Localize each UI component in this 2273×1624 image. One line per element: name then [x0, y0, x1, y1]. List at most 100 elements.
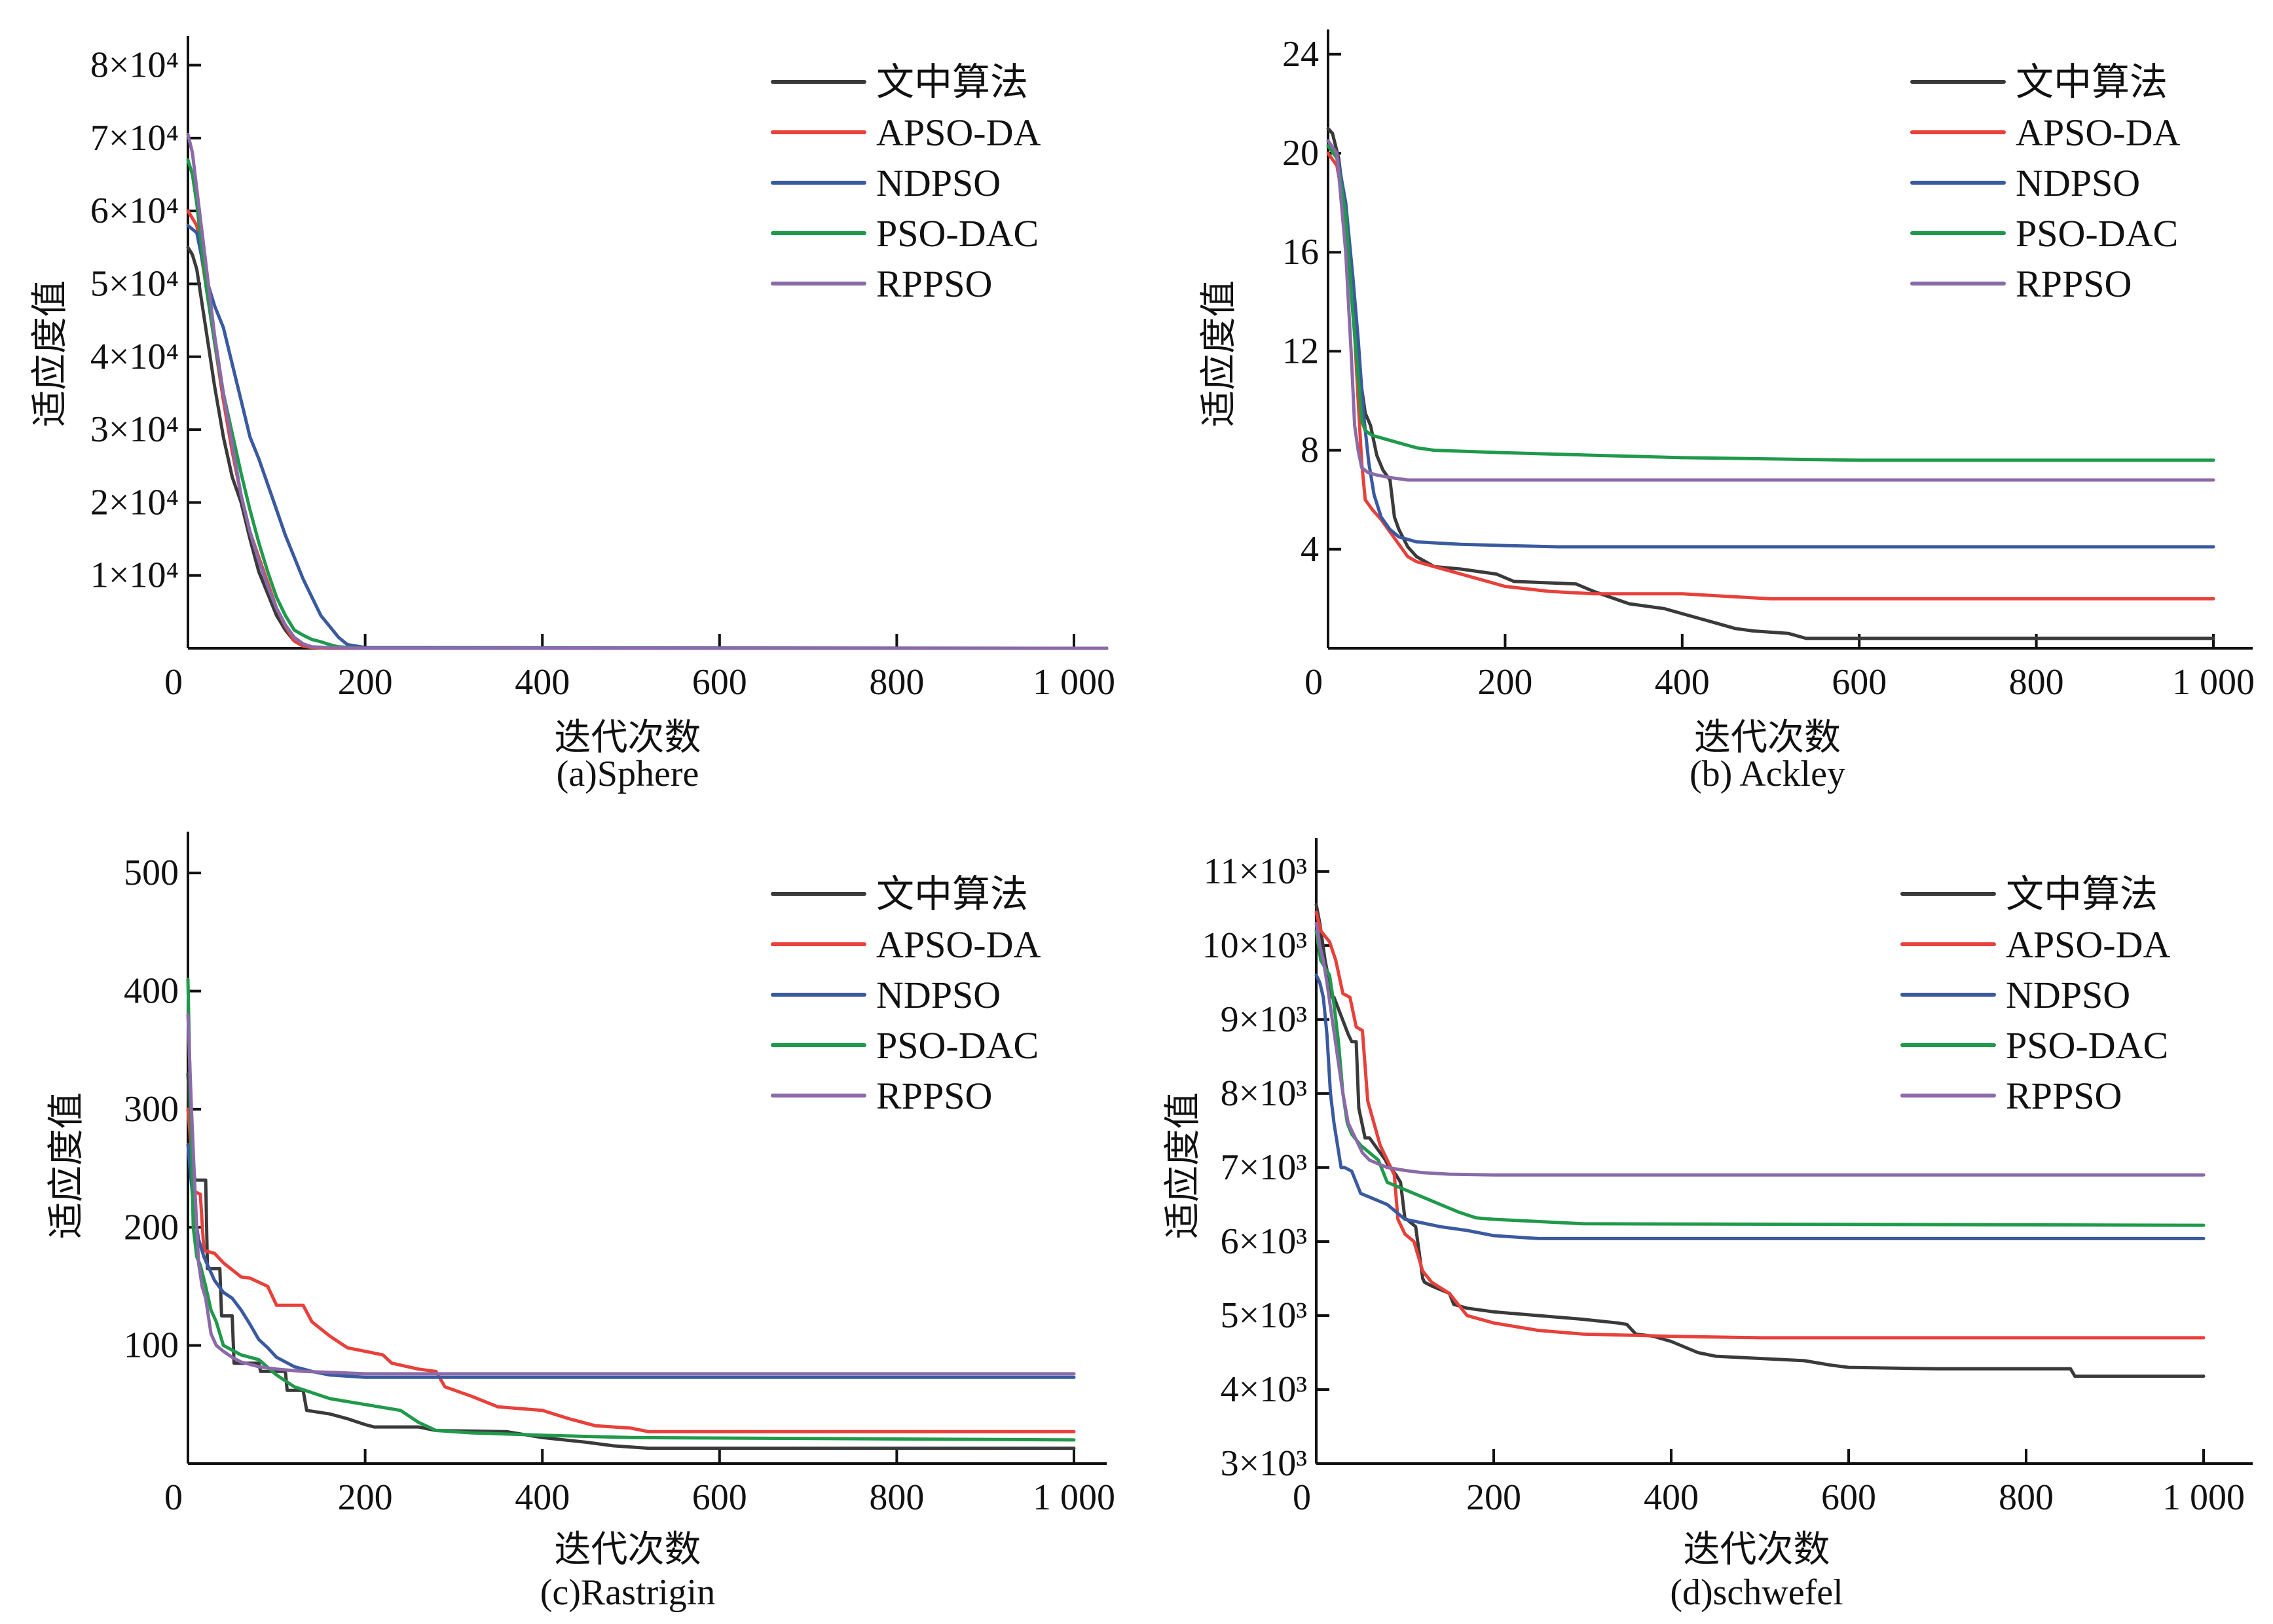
- legend: 文中算法 APSO-DA NDPSO PSO-DAC RPPSO: [771, 61, 1041, 305]
- panel-caption: (d)schwefel: [1670, 1572, 1843, 1613]
- x-axis-title: 迭代次数: [1694, 716, 1841, 759]
- panel-ackley: 0 200 400 600 800 1 000 4 8 12 16 20 24 文中算法 APSO-DA N…: [1198, 29, 2255, 794]
- y-axis-title: 适应度值: [45, 1092, 88, 1239]
- series-line-: [186, 1072, 1076, 1450]
- y-tick-label: 6×10⁴: [90, 191, 179, 231]
- x-tick-label: 800: [2009, 662, 2064, 703]
- series-line-pso-dac: [1314, 929, 2206, 1227]
- x-tick-label: 0: [164, 662, 183, 703]
- y-tick-label: 500: [124, 853, 179, 893]
- series-line-rppso: [1326, 139, 2215, 482]
- x-axis-title: 迭代次数: [1684, 1528, 1830, 1571]
- legend-label: APSO-DA: [876, 923, 1041, 966]
- series-line-pso-dac: [186, 158, 1109, 650]
- y-tick-label: 9×10³: [1221, 999, 1307, 1040]
- y-tick-label: 100: [124, 1325, 179, 1366]
- series-line-rppso: [186, 1013, 1076, 1376]
- y-tick-label: 1×10⁴: [90, 555, 179, 596]
- x-tick-label: 200: [338, 1477, 393, 1518]
- y-tick-label: 8×10⁴: [90, 45, 179, 86]
- x-tick-label: 400: [1644, 1477, 1699, 1518]
- legend-label: RPPSO: [876, 1075, 992, 1117]
- x-tick-label: 1 000: [2162, 1477, 2245, 1518]
- y-axis-title: 适应度值: [1198, 280, 1240, 427]
- x-tick-label: 800: [869, 1477, 924, 1518]
- series-line-apso-da: [1314, 910, 2206, 1340]
- panel-schwefel: 0 200 400 600 800 1 000 3×10³ 4×10³ 5×10³ 6×10³ 7×…: [1162, 838, 2253, 1613]
- y-tick-label: 10×10³: [1202, 925, 1307, 966]
- series-line-ndpso: [1314, 973, 2206, 1240]
- y-tick-label: 7×10³: [1221, 1147, 1307, 1188]
- x-tick-label: 0: [1304, 662, 1323, 703]
- y-tick-label: 5×10⁴: [90, 263, 179, 304]
- x-tick-label: 1 000: [1033, 1477, 1115, 1518]
- x-tick-label: 1 000: [2172, 662, 2255, 703]
- y-axis-title: 适应度值: [29, 280, 71, 427]
- x-tick-label: 400: [515, 1477, 570, 1518]
- y-tick-label: 3×10³: [1221, 1443, 1307, 1484]
- y-tick-label: 11×10³: [1204, 851, 1307, 892]
- x-tick-label: 0: [164, 1477, 183, 1518]
- legend-label: APSO-DA: [2006, 923, 2170, 966]
- panel-sphere: 0 200 400 600 800 1 000 1×10⁴ 2×10⁴ 3×10⁴ 4×10⁴ 5×…: [29, 36, 1115, 794]
- legend-label: 文中算法: [2006, 873, 2158, 915]
- x-tick-label: 600: [692, 1477, 747, 1518]
- panel-caption: (b) Ackley: [1690, 754, 1845, 794]
- x-tick-label: 400: [515, 662, 570, 703]
- series-line-rppso: [1314, 921, 2206, 1177]
- y-tick-label: 6×10³: [1221, 1221, 1307, 1262]
- x-tick-label: 400: [1655, 662, 1710, 703]
- y-tick-label: 400: [124, 971, 179, 1012]
- legend-label: APSO-DA: [2016, 111, 2180, 154]
- legend-label: 文中算法: [2016, 61, 2168, 103]
- y-tick-label: 4×10⁴: [90, 337, 179, 377]
- x-tick-label: 1 000: [1033, 662, 1115, 703]
- legend: 文中算法 APSO-DA NDPSO PSO-DAC RPPSO: [1900, 873, 2170, 1117]
- legend-label: RPPSO: [2016, 263, 2132, 305]
- series-line-rppso: [186, 132, 1109, 650]
- y-tick-label: 3×10⁴: [90, 409, 179, 450]
- series-line-: [186, 246, 1109, 650]
- y-tick-label: 20: [1282, 133, 1319, 174]
- legend-label: PSO-DAC: [876, 1024, 1039, 1067]
- legend-label: RPPSO: [876, 263, 992, 305]
- y-tick-label: 200: [124, 1207, 179, 1247]
- series-line-pso-dac: [1326, 144, 2215, 462]
- y-tick-label: 4×10³: [1221, 1369, 1307, 1410]
- legend-label: 文中算法: [876, 61, 1028, 103]
- y-tick-label: 16: [1282, 232, 1319, 272]
- y-tick-label: 300: [124, 1089, 179, 1130]
- panel-rastrigin: 0 200 400 600 800 1 000 100 200 300 400 500 文中算法 APS…: [45, 832, 1115, 1613]
- y-axis-title: 适应度值: [1162, 1092, 1204, 1239]
- legend: 文中算法 APSO-DA NDPSO PSO-DAC RPPSO: [771, 873, 1041, 1117]
- series-line-apso-da: [186, 1107, 1076, 1433]
- series-line-ndpso: [1326, 139, 2215, 549]
- legend-label: NDPSO: [876, 974, 1001, 1016]
- y-tick-label: 24: [1282, 34, 1319, 75]
- legend-label: PSO-DAC: [2006, 1024, 2168, 1067]
- series-line-: [1326, 126, 2215, 640]
- x-tick-label: 600: [1821, 1477, 1876, 1518]
- legend-label: NDPSO: [876, 162, 1001, 204]
- legend-label: APSO-DA: [876, 111, 1041, 154]
- series-line-ndpso: [186, 1143, 1076, 1379]
- panel-caption: (c)Rastrigin: [540, 1572, 715, 1613]
- legend-label: PSO-DAC: [876, 212, 1039, 255]
- x-tick-label: 0: [1293, 1477, 1311, 1518]
- x-tick-label: 800: [1999, 1477, 2054, 1518]
- y-tick-label: 8: [1301, 430, 1319, 471]
- x-tick-label: 600: [692, 662, 747, 703]
- x-axis-title: 迭代次数: [555, 1528, 701, 1571]
- x-tick-label: 600: [1832, 662, 1887, 703]
- x-axis-title: 迭代次数: [555, 716, 701, 759]
- legend-label: NDPSO: [2006, 974, 2130, 1016]
- y-tick-label: 7×10⁴: [90, 118, 179, 158]
- legend-label: PSO-DAC: [2016, 212, 2178, 255]
- y-tick-label: 2×10⁴: [90, 482, 179, 523]
- x-tick-label: 800: [869, 662, 924, 703]
- panel-caption: (a)Sphere: [557, 754, 699, 794]
- x-tick-label: 200: [1466, 1477, 1521, 1518]
- legend-label: NDPSO: [2016, 162, 2140, 204]
- legend-label: RPPSO: [2006, 1075, 2122, 1117]
